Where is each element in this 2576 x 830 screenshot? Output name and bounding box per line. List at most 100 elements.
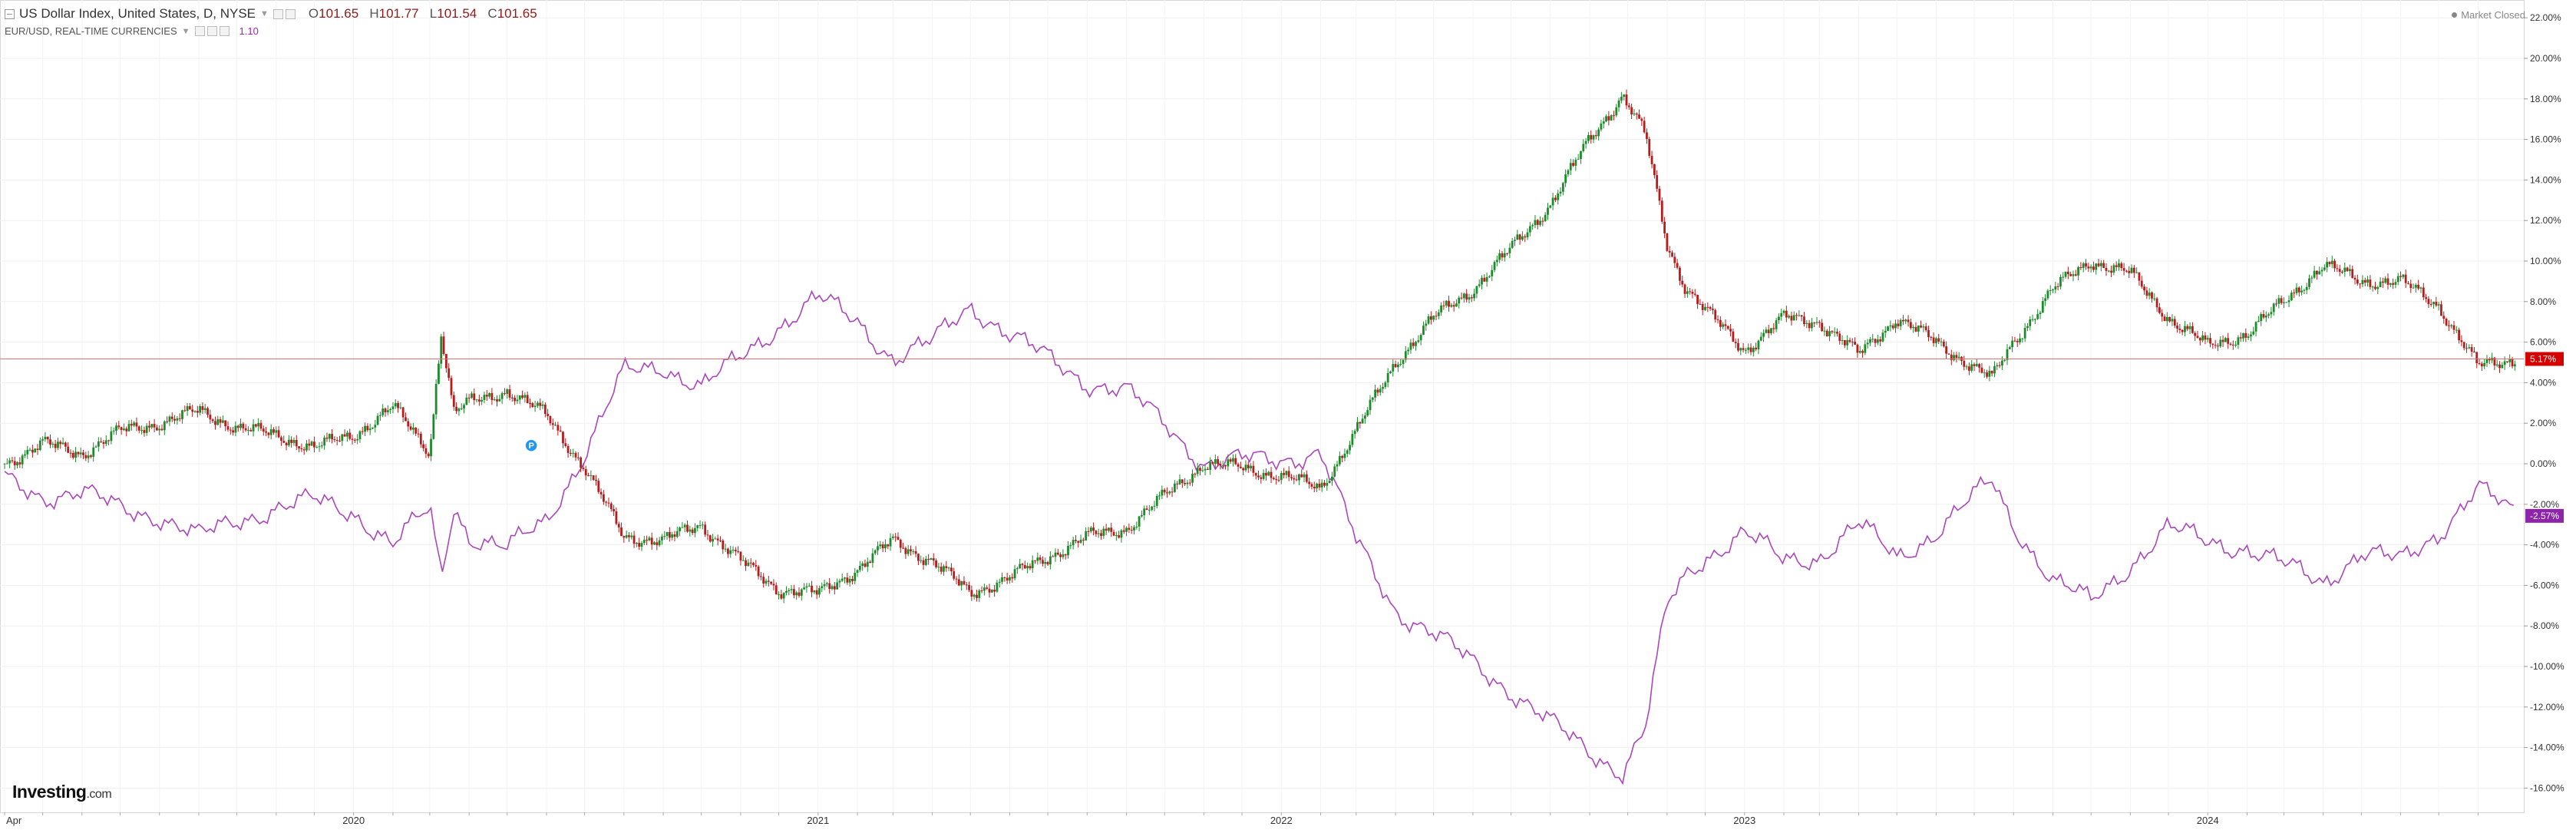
dxy-candle <box>287 435 290 448</box>
dxy-candle <box>483 392 486 404</box>
eurusd-series <box>4 289 2514 785</box>
dxy-candle <box>1001 572 1003 585</box>
dxy-candle <box>671 531 674 541</box>
dxy-candle <box>533 400 537 412</box>
dxy-candle <box>2297 286 2300 297</box>
visibility-icon[interactable] <box>285 8 296 19</box>
dxy-candle <box>473 388 476 405</box>
dxy-candle <box>2359 283 2362 289</box>
dxy-candle <box>1300 469 1303 478</box>
dxy-candle <box>170 412 173 422</box>
dxy-candle <box>2402 273 2405 279</box>
dxy-candle <box>1635 112 1638 120</box>
dxy-candle <box>1846 335 1849 350</box>
dxy-candle <box>455 402 457 415</box>
x-axis[interactable]: Apr 2020 2021 2022 2023 2024 <box>4 812 2479 826</box>
dxy-candle <box>1186 480 1189 489</box>
dxy-candle <box>2217 342 2219 352</box>
collapse-legend-icon[interactable] <box>5 8 15 19</box>
dxy-candle <box>1955 352 1958 363</box>
chevron-down-icon[interactable]: ▼ <box>181 26 190 36</box>
dxy-candle <box>2250 331 2252 342</box>
dxy-candle <box>2503 356 2506 370</box>
dxy-candle <box>983 584 986 596</box>
dxy-candle <box>1719 316 1722 332</box>
dxy-candle <box>760 571 762 580</box>
dxy-candle <box>866 557 869 572</box>
event-markers[interactable]: P <box>524 438 538 452</box>
dxy-candle <box>831 584 834 590</box>
dxy-candle <box>1559 187 1562 197</box>
dxy-candle <box>765 578 768 587</box>
remove-icon[interactable] <box>219 26 230 36</box>
dxy-candle <box>2363 277 2366 286</box>
dxy-candle <box>1861 349 1864 358</box>
settings-icon[interactable] <box>272 8 283 19</box>
dxy-candle <box>331 428 333 444</box>
dxy-candle <box>2206 335 2209 343</box>
dxy-candle <box>148 421 150 432</box>
dxy-candle <box>851 575 854 585</box>
dxy-candle <box>922 557 925 570</box>
dxy-candle <box>1184 478 1187 487</box>
dxy-candle <box>427 451 430 458</box>
dxy-candle <box>1648 137 1651 158</box>
dxy-candle <box>1660 197 1663 224</box>
dxy-candle <box>2041 296 2044 313</box>
dxy-candle <box>1209 457 1212 475</box>
dxy-candle <box>1338 451 1341 467</box>
dxy-candle <box>1876 334 1879 346</box>
low-value: 101.54 <box>437 6 477 21</box>
dxy-candle <box>1899 318 1902 330</box>
dxy-candle <box>1404 346 1407 363</box>
dxy-candle <box>1384 380 1387 389</box>
dxy-candle <box>2366 276 2369 287</box>
dxy-candle <box>1511 237 1514 250</box>
dxy-candle <box>1701 301 1704 316</box>
investing-logo[interactable]: Investing.com <box>12 782 112 802</box>
dxy-candle <box>1242 467 1245 475</box>
dxy-candle <box>1133 524 1135 535</box>
dxy-candle <box>8 458 12 468</box>
dxy-candle <box>823 580 826 590</box>
dxy-candle <box>1726 326 1729 330</box>
chevron-down-icon[interactable]: ▼ <box>260 9 269 18</box>
market-status-text: Market Closed <box>2461 9 2525 21</box>
dxy-candle <box>1574 157 1577 171</box>
dxy-candle <box>1924 322 1927 332</box>
dxy-candle <box>2140 276 2143 289</box>
settings-icon[interactable] <box>194 26 205 36</box>
dxy-candle <box>1382 382 1384 394</box>
dxy-candle <box>1356 417 1359 432</box>
dxy-candle <box>430 434 432 461</box>
dxy-candle <box>1031 555 1034 574</box>
eurusd-last-badge: -2.57% <box>2525 508 2564 523</box>
dxy-candle <box>774 582 778 595</box>
dxy-candle <box>1077 540 1080 548</box>
dxy-candle <box>1795 312 1798 321</box>
dxy-candle <box>224 420 227 432</box>
dxy-candle <box>1775 317 1778 332</box>
dxy-candle <box>1547 203 1549 220</box>
dxy-candle <box>1412 338 1415 349</box>
dxy-candle <box>617 521 620 533</box>
dxy-candle <box>366 423 369 432</box>
dxy-candle <box>559 425 562 432</box>
y-axis[interactable]: 22.00% 20.00% 18.00% 16.00% 14.00% 12.00% 10.0… <box>2524 12 2564 793</box>
dxy-candle <box>1646 128 1648 144</box>
dxy-candle <box>1823 326 1826 336</box>
dxy-candle <box>1942 339 1945 348</box>
dxy-candle <box>2343 263 2346 277</box>
visibility-icon[interactable] <box>206 26 217 36</box>
dxy-candle <box>1818 319 1821 328</box>
dxy-candle <box>2277 294 2280 309</box>
dxy-candle <box>879 541 882 550</box>
dxy-candle <box>683 523 686 533</box>
dxy-candle <box>599 488 603 499</box>
dxy-candle <box>1950 349 1953 365</box>
dxy-candle <box>580 456 583 472</box>
dxy-candle <box>2209 332 2211 348</box>
dxy-candle <box>1062 549 1065 560</box>
event-marker-icon[interactable]: P <box>524 438 538 452</box>
